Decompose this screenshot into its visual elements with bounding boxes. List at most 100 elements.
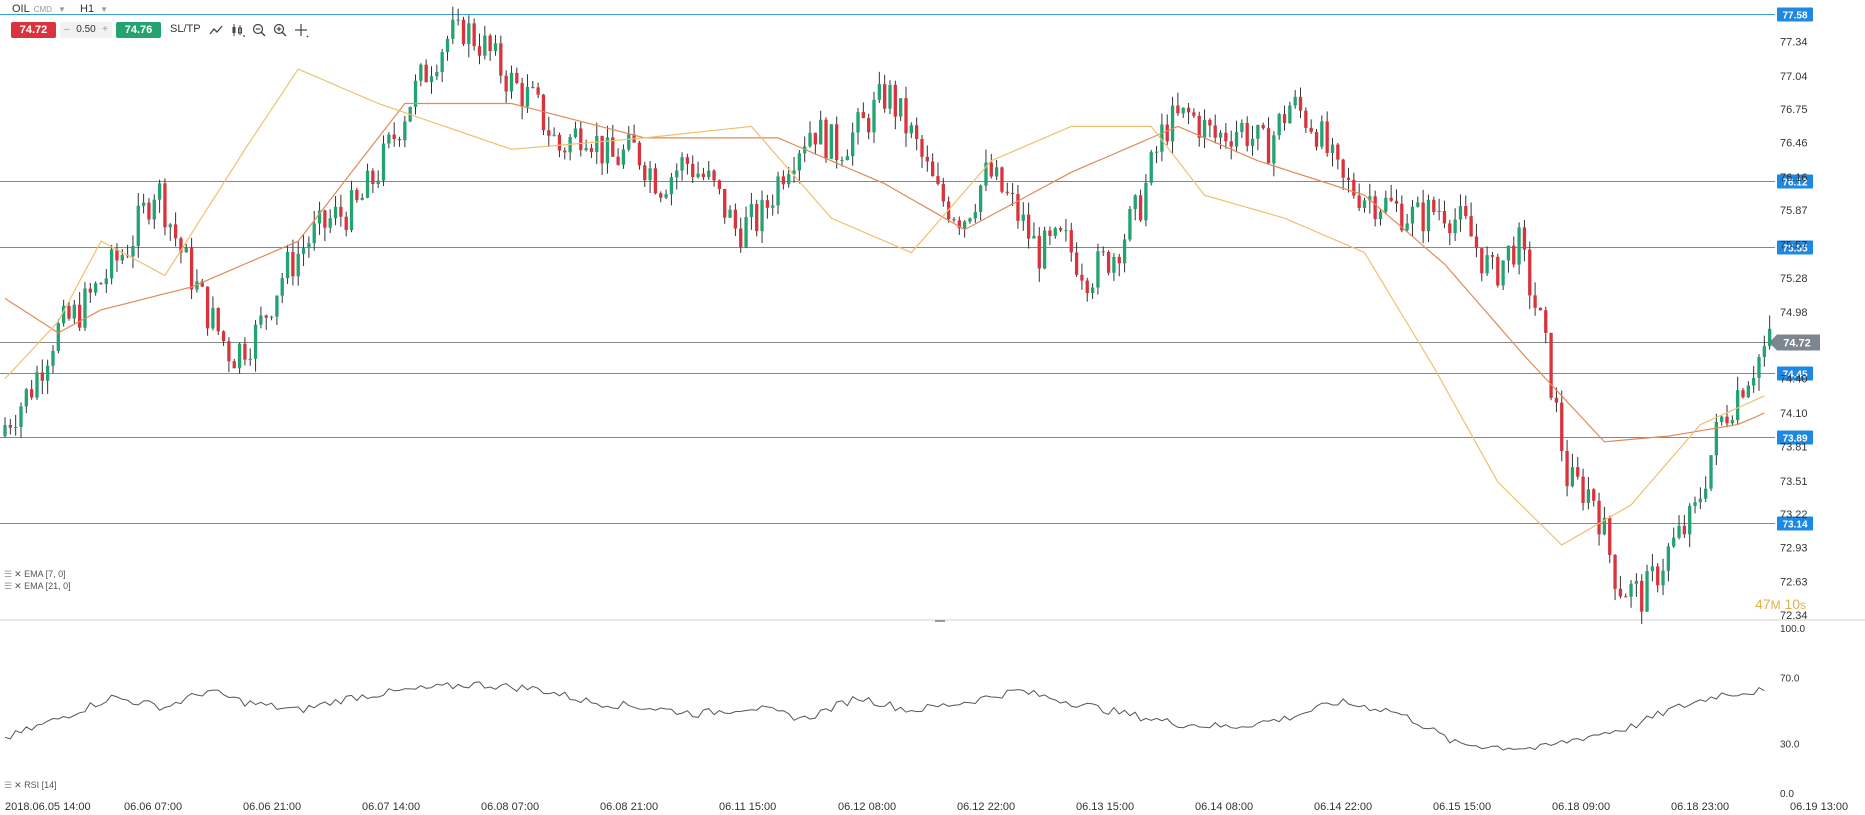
increment-button[interactable]: + <box>102 24 108 35</box>
bear-candle <box>1442 200 1447 229</box>
bear-candle <box>1496 253 1500 288</box>
candle-body <box>978 185 983 212</box>
bull-candle <box>605 125 610 174</box>
zoom-in-icon[interactable] <box>272 22 288 38</box>
bull-candle <box>1757 354 1761 391</box>
bull-candle <box>376 170 380 189</box>
symbol-selector[interactable]: OIL CMD ▼ <box>12 3 66 15</box>
close-icon[interactable]: ✕ <box>14 780 22 790</box>
ema7-legend[interactable]: ☰ ✕ EMA [7, 0] <box>4 569 66 580</box>
sl-tp-button[interactable]: SL/TP <box>170 23 201 35</box>
bear-candle <box>957 216 961 235</box>
bear-candle <box>1208 118 1212 138</box>
bear-candle <box>712 169 716 187</box>
bull-candle <box>24 388 28 414</box>
bear-candle <box>1389 184 1393 202</box>
candle-body <box>504 75 508 92</box>
bear-candle <box>40 359 44 395</box>
candle-body <box>755 203 759 232</box>
bull-candle <box>1650 553 1655 582</box>
candle-body <box>451 19 455 39</box>
candle-body <box>56 323 60 351</box>
rsi-axis-tick: 100.0 <box>1780 624 1805 635</box>
time-axis-tick: 06.18 23:00 <box>1671 801 1729 813</box>
candle-body <box>957 220 961 229</box>
candle-body <box>1101 251 1105 253</box>
bear-candle <box>765 194 770 219</box>
candle-body <box>515 72 519 84</box>
level-tag-label: 73.14 <box>1782 520 1807 531</box>
bull-candle <box>387 132 391 149</box>
candle-body <box>595 135 599 152</box>
close-icon[interactable]: ✕ <box>14 569 22 579</box>
bull-candle <box>275 295 279 325</box>
candle-body <box>1122 239 1127 264</box>
bull-candle <box>1160 113 1164 162</box>
buy-button[interactable]: 74.76 <box>116 22 161 38</box>
bull-candle <box>1768 315 1772 350</box>
candle-body <box>339 206 343 217</box>
sell-button[interactable]: 74.72 <box>11 22 56 38</box>
timeframe-selector[interactable]: H1 ▼ <box>80 3 108 15</box>
time-axis-tick: 06.18 09:00 <box>1552 801 1610 813</box>
bear-candle <box>1613 554 1617 601</box>
level-price-tag: 74.45 <box>1777 366 1813 381</box>
decrement-button[interactable]: – <box>64 24 70 35</box>
drag-handle-icon[interactable]: ☰ <box>4 569 13 579</box>
drag-handle-icon[interactable]: ☰ <box>4 581 13 591</box>
time-axis-tick: 06.12 22:00 <box>957 801 1015 813</box>
candles-icon[interactable] <box>230 22 246 38</box>
candle-body <box>45 365 50 381</box>
candle-body <box>163 183 167 228</box>
candle-body <box>1576 467 1580 477</box>
ema21-legend[interactable]: ☰ ✕ EMA [21, 0] <box>4 581 71 592</box>
candle-body <box>435 72 439 77</box>
current-price-tag: 74.72 <box>1769 334 1820 351</box>
bull-candle <box>45 359 50 394</box>
bear-candle <box>323 209 327 242</box>
rsi-axis-tick: 70.0 <box>1780 674 1800 685</box>
drag-handle-icon[interactable]: ☰ <box>4 780 13 790</box>
bull-candle <box>621 144 626 169</box>
candle-body <box>1384 197 1388 212</box>
time-axis-tick: 06.11 15:00 <box>719 801 776 813</box>
bull-candle <box>1021 202 1025 231</box>
candle-body <box>1474 236 1479 249</box>
bull-candle <box>1501 260 1505 291</box>
bull-candle <box>1250 125 1255 156</box>
candle-body <box>99 283 103 285</box>
bull-candle <box>157 179 162 213</box>
candle-body <box>675 170 679 178</box>
rsi-legend[interactable]: ☰ ✕ RSI [14] <box>4 780 57 791</box>
bull-candle <box>1320 115 1324 150</box>
candle-body <box>456 19 460 21</box>
bear-candle <box>861 102 865 119</box>
candle-body <box>179 238 183 253</box>
crosshair-icon[interactable] <box>293 22 309 38</box>
close-icon[interactable]: ✕ <box>14 581 22 591</box>
bull-candle <box>573 121 578 139</box>
line-chart-icon[interactable] <box>208 22 224 38</box>
bull-candle <box>1384 190 1388 215</box>
volume-stepper[interactable]: – 0.50 + <box>60 22 112 38</box>
candle-body <box>707 170 711 178</box>
bear-candle <box>1352 172 1356 199</box>
bull-candle <box>1293 90 1297 109</box>
bull-candle <box>1762 335 1766 367</box>
candle-body <box>493 43 498 52</box>
bear-candle <box>925 145 929 172</box>
price-axis-tick: 76.75 <box>1780 104 1808 116</box>
candle-body <box>936 176 940 184</box>
bear-candle <box>189 237 194 300</box>
candle-body <box>765 200 770 208</box>
bear-candle <box>1074 242 1079 278</box>
price-axis-tick: 75.87 <box>1780 205 1808 217</box>
bear-candle <box>1560 390 1564 462</box>
bull-candle <box>403 115 407 148</box>
bull-candle <box>1416 196 1420 208</box>
candle-body <box>1325 121 1329 154</box>
bull-candle <box>1704 476 1708 503</box>
zoom-out-icon[interactable] <box>251 22 267 38</box>
candle-body <box>35 372 39 398</box>
